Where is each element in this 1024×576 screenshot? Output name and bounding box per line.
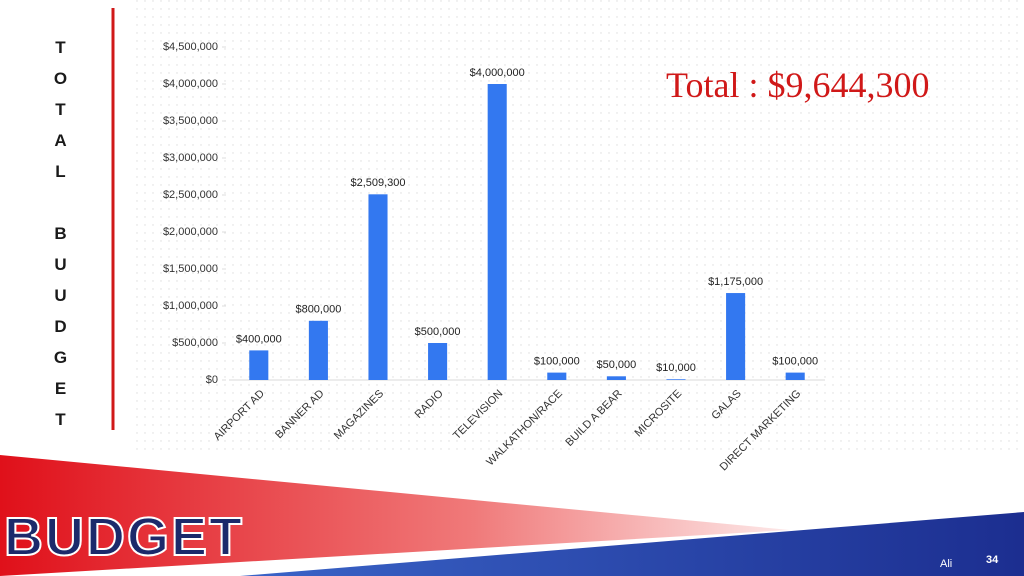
heading: BUDGET bbox=[3, 506, 244, 568]
page-number: 34 bbox=[986, 554, 999, 566]
value-label: $100,000 bbox=[534, 356, 580, 368]
author: Ali bbox=[940, 558, 953, 570]
red-band bbox=[0, 455, 790, 576]
bar bbox=[487, 84, 507, 380]
bar bbox=[547, 372, 567, 380]
value-label: $2,509,300 bbox=[350, 177, 405, 189]
side-title: TOTAL BUUDGET bbox=[51, 38, 70, 441]
value-label: $50,000 bbox=[597, 359, 637, 371]
y-tick-label: $1,500,000 bbox=[163, 263, 218, 275]
value-label: $10,000 bbox=[656, 362, 696, 374]
value-label: $800,000 bbox=[295, 304, 341, 316]
blue-band bbox=[240, 512, 1024, 576]
value-label: $1,175,000 bbox=[708, 276, 763, 288]
bar bbox=[726, 293, 746, 380]
bar bbox=[666, 379, 686, 380]
total: Total : $9,644,300 bbox=[666, 65, 930, 105]
bar bbox=[428, 343, 448, 380]
bar bbox=[785, 372, 805, 380]
y-tick-label: $0 bbox=[206, 374, 218, 386]
y-tick-label: $3,500,000 bbox=[163, 115, 218, 127]
y-tick-label: $2,000,000 bbox=[163, 226, 218, 238]
y-tick-label: $500,000 bbox=[172, 337, 218, 349]
bar bbox=[249, 350, 269, 380]
background-pattern bbox=[130, 0, 1024, 450]
y-tick-label: $3,000,000 bbox=[163, 152, 218, 164]
value-label: $400,000 bbox=[236, 333, 282, 345]
y-tick-label: $1,000,000 bbox=[163, 300, 218, 312]
bar bbox=[606, 376, 626, 380]
bar bbox=[368, 194, 388, 380]
y-tick-label: $4,000,000 bbox=[163, 78, 218, 90]
y-tick-label: $2,500,000 bbox=[163, 189, 218, 201]
value-label: $4,000,000 bbox=[470, 67, 525, 79]
value-label: $100,000 bbox=[772, 356, 818, 368]
value-label: $500,000 bbox=[415, 326, 461, 338]
bar bbox=[308, 320, 328, 380]
y-tick-label: $4,500,000 bbox=[163, 41, 218, 53]
